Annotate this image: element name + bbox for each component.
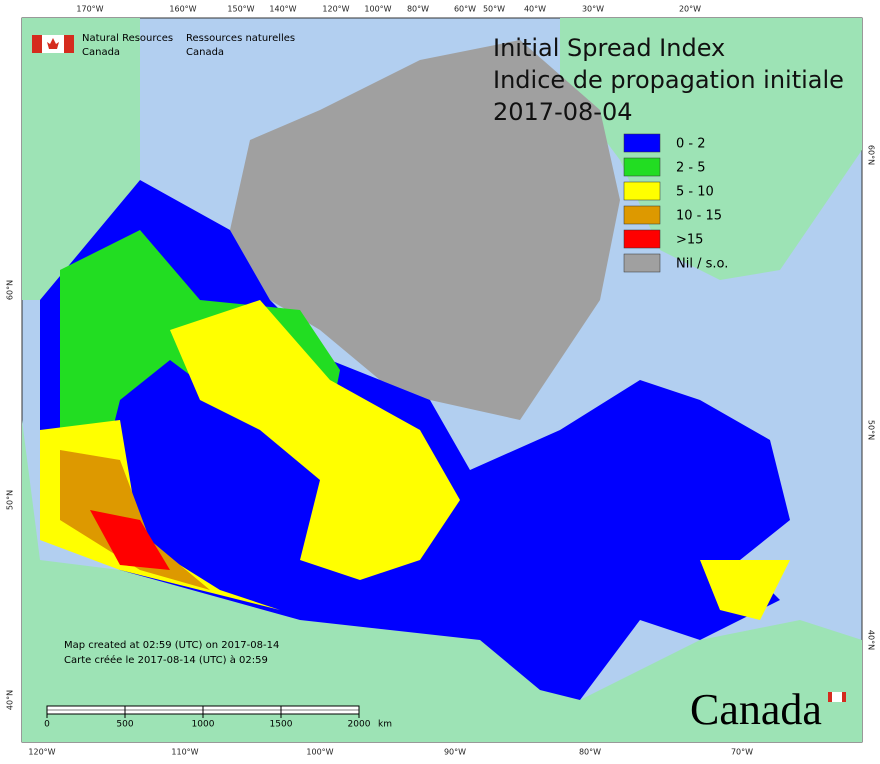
zone-yellow-east	[700, 560, 790, 620]
graticule-label: 140°W	[269, 5, 296, 14]
graticule-label: 110°W	[171, 748, 198, 757]
graticule-label: 160°W	[169, 5, 196, 14]
graticule-label: 50°N	[867, 420, 876, 440]
graticule-label: 80°W	[407, 5, 429, 14]
flag-band	[64, 35, 74, 53]
legend-label: >15	[676, 233, 703, 248]
graticule-label: 120°W	[28, 748, 55, 757]
legend-label: 5 - 10	[676, 185, 714, 200]
graticule-label: 80°W	[579, 748, 601, 757]
zone-blue-sask	[130, 420, 300, 560]
logo-en: Canada	[82, 47, 120, 58]
legend-swatch	[623, 181, 661, 201]
map-title: 2017-08-04	[493, 98, 632, 126]
scale-label: 1500	[270, 720, 293, 730]
graticule-label: 60°N	[6, 280, 15, 300]
zone-red	[90, 510, 170, 570]
graticule-label: 20°W	[679, 5, 701, 14]
legend-swatch	[623, 157, 661, 177]
legend-label: 10 - 15	[676, 209, 722, 224]
graticule-label: 60°W	[454, 5, 476, 14]
scale-unit: km	[378, 720, 392, 730]
arctic-nil	[230, 40, 620, 420]
graticule-label: 100°W	[306, 748, 333, 757]
legend-label: 0 - 2	[676, 137, 706, 152]
graticule-label: 170°W	[76, 5, 103, 14]
credit: Map created at 02:59 (UTC) on 2017-08-14	[64, 640, 279, 651]
map-title: Initial Spread Index	[493, 34, 725, 62]
legend-label: Nil / s.o.	[676, 257, 728, 272]
alaska	[22, 18, 140, 300]
graticule-label: 60°N	[867, 145, 876, 165]
logo-en: Natural Resources	[82, 33, 173, 44]
flag-band	[32, 35, 42, 53]
logo-fr: Ressources naturelles	[186, 33, 295, 44]
graticule-label: 90°W	[444, 748, 466, 757]
graticule-label: 100°W	[364, 5, 391, 14]
legend-label: 2 - 5	[676, 161, 706, 176]
scale-label: 2000	[348, 720, 371, 730]
graticule-label: 150°W	[227, 5, 254, 14]
zone-yellow	[170, 300, 460, 580]
scale-label: 500	[116, 720, 133, 730]
united-states	[22, 420, 862, 742]
legend-swatch	[623, 133, 661, 153]
greenland	[560, 18, 862, 280]
flag	[32, 35, 74, 53]
graticule-label: 50°N	[6, 490, 15, 510]
graticule-label: 30°W	[582, 5, 604, 14]
map-title: Indice de propagation initiale	[493, 66, 844, 94]
graticule-label: 40°W	[524, 5, 546, 14]
wordmark: Canada	[690, 685, 822, 734]
graticule-label: 40°N	[867, 630, 876, 650]
legend-swatch	[623, 229, 661, 249]
wordmark-flag-center	[832, 692, 842, 702]
logo-fr: Canada	[186, 47, 224, 58]
graticule-label: 40°N	[6, 690, 15, 710]
scale-label: 0	[44, 720, 50, 730]
land	[22, 18, 862, 742]
graticule-label: 70°W	[731, 748, 753, 757]
credit: Carte créée le 2017-08-14 (UTC) à 02:59	[64, 654, 268, 666]
legend-swatch	[623, 205, 661, 225]
graticule-label: 50°W	[483, 5, 505, 14]
maple-leaf	[47, 38, 59, 49]
scale-label: 1000	[192, 720, 215, 730]
graticule-label: 120°W	[322, 5, 349, 14]
legend-swatch	[623, 253, 661, 273]
